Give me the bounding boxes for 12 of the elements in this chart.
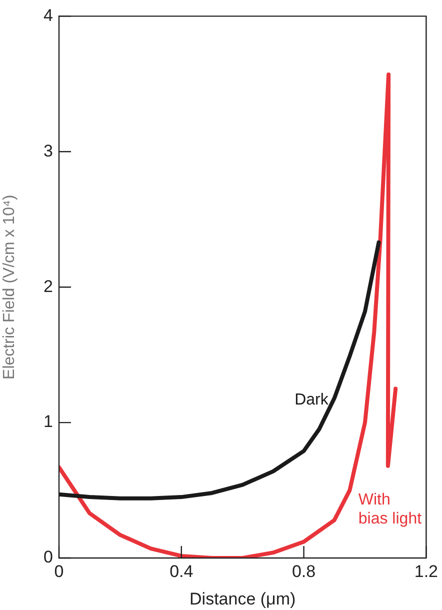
- series-label: With bias light: [358, 491, 422, 528]
- y-tick-label: 4: [44, 6, 53, 25]
- y-axis-title: Electric Field (V/cm x 10⁴): [1, 194, 18, 380]
- x-tick-label: 0.4: [170, 562, 194, 581]
- y-tick-label: 1: [44, 412, 53, 432]
- y-tick-label: 2: [44, 276, 53, 296]
- x-tick-label: 0.8: [292, 562, 316, 581]
- series-label: Dark: [294, 392, 330, 409]
- x-axis-title: Distance (μm): [190, 589, 296, 608]
- y-tick-label: 0: [44, 548, 53, 567]
- y-tick-label: 3: [44, 141, 53, 160]
- x-tick-label: 1.2: [414, 562, 438, 581]
